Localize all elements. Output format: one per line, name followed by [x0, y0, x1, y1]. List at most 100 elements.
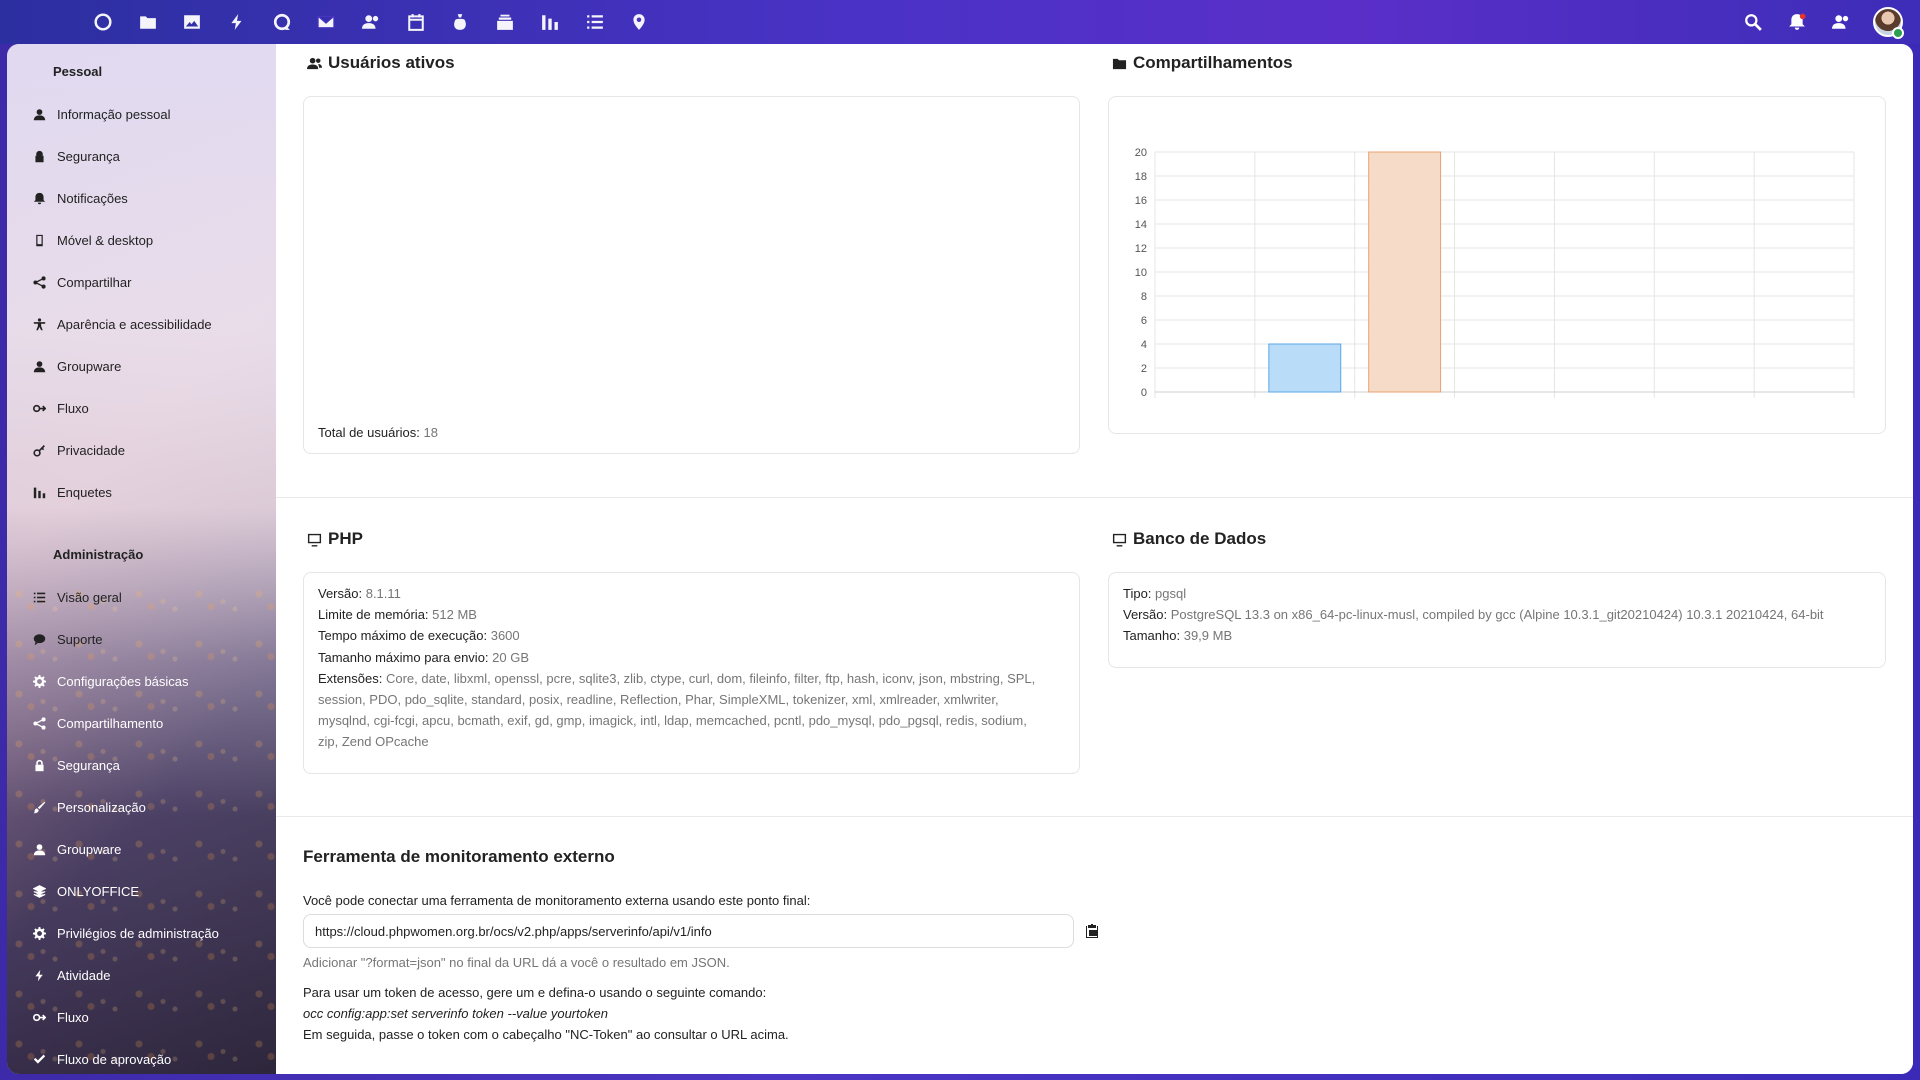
list-icon — [31, 589, 47, 605]
check-icon — [31, 1051, 47, 1067]
lock-icon — [31, 148, 47, 164]
contacts-menu-icon[interactable] — [1830, 11, 1852, 33]
sidebar-item-groupware[interactable]: Groupware — [21, 348, 271, 384]
monitoring-intro: Você pode conectar uma ferramenta de mon… — [303, 893, 811, 908]
sidebar-item-label: Fluxo — [57, 400, 89, 416]
notifications-icon[interactable] — [1786, 11, 1808, 33]
activity-icon[interactable] — [226, 11, 248, 33]
chat-icon — [31, 631, 47, 647]
sidebar-item-appearance[interactable]: Aparência e acessibilidade — [21, 306, 271, 342]
sidebar-item-personal-info[interactable]: Informação pessoal — [21, 96, 271, 132]
clipboard-icon — [1086, 924, 1098, 938]
dashboard-icon[interactable] — [92, 11, 114, 33]
sidebar-item-support[interactable]: Suporte — [21, 621, 271, 657]
sidebar-item-admin-groupware[interactable]: Groupware — [21, 831, 271, 867]
sidebar-item-onlyoffice[interactable]: ONLYOFFICE — [21, 873, 271, 909]
copy-url-button[interactable] — [1084, 923, 1102, 941]
database-card: Tipo: pgsql Versão: PostgreSQL 13.3 on x… — [1108, 572, 1886, 668]
sidebar-item-security[interactable]: Segurança — [21, 138, 271, 174]
sidebar-item-overview[interactable]: Visão geral — [21, 579, 271, 615]
polls-icon[interactable] — [539, 11, 561, 33]
personal-heading: Pessoal — [53, 64, 103, 79]
json-hint: Adicionar "?format=json" no final da URL… — [303, 955, 730, 970]
y-tick-label: 16 — [1135, 195, 1147, 207]
sidebar-item-label: Privilégios de administração — [57, 925, 219, 941]
sidebar-item-privacy[interactable]: Privacidade — [21, 432, 271, 468]
tasks-icon[interactable] — [584, 11, 606, 33]
sidebar-item-admin-privileges[interactable]: Privilégios de administração — [21, 915, 271, 951]
monitoring-endpoint-input[interactable]: https://cloud.phpwomen.org.br/ocs/v2.php… — [303, 914, 1074, 948]
y-tick-label: 18 — [1135, 171, 1147, 183]
sidebar-item-sharing[interactable]: Compartilhamento — [21, 705, 271, 741]
php-card: Versão: 8.1.11 Limite de memória: 512 MB… — [303, 572, 1080, 774]
lock-icon — [31, 757, 47, 773]
php-memory-limit: Limite de memória: 512 MB — [318, 607, 477, 622]
sidebar-item-label: Fluxo — [57, 1009, 89, 1025]
sidebar-item-label: Informação pessoal — [57, 106, 171, 122]
files-icon[interactable] — [137, 11, 159, 33]
deck-icon[interactable] — [494, 11, 516, 33]
sidebar-item-label: Privacidade — [57, 442, 125, 458]
top-bar — [0, 0, 1920, 44]
cospend-icon[interactable] — [449, 11, 471, 33]
groupware-icon — [31, 358, 47, 374]
sidebar-item-flow[interactable]: Fluxo — [21, 390, 271, 426]
maps-icon[interactable] — [628, 11, 650, 33]
bell-icon — [31, 190, 47, 206]
monitor-icon — [1112, 533, 1127, 547]
y-tick-label: 8 — [1141, 291, 1147, 303]
y-tick-label: 0 — [1141, 387, 1147, 399]
sidebar-item-label: Groupware — [57, 841, 122, 857]
mail-icon[interactable] — [315, 11, 337, 33]
sidebar-item-admin-flow[interactable]: Fluxo — [21, 999, 271, 1035]
folder-icon — [1112, 58, 1127, 69]
active-users-title: Usuários ativos — [307, 53, 455, 73]
talk-icon[interactable] — [271, 11, 293, 33]
contacts-icon[interactable] — [360, 11, 382, 33]
bar-1 — [1268, 343, 1342, 393]
php-extensions: Extensões: Core, date, libxml, openssl, … — [318, 671, 1036, 749]
settings-sidebar: Pessoal Informação pessoal Segurança Not… — [7, 44, 276, 1074]
y-tick-label: 10 — [1135, 267, 1147, 279]
token-outro: Em seguida, passe o token com o cabeçalh… — [303, 1027, 789, 1042]
total-users: Total de usuários: 18 — [318, 425, 438, 440]
main-content: Usuários ativos Total de usuários: 18 Co… — [276, 44, 1913, 1074]
sidebar-item-admin-security[interactable]: Segurança — [21, 747, 271, 783]
gear-icon — [31, 925, 47, 941]
active-users-card: Total de usuários: 18 — [303, 96, 1080, 454]
token-intro: Para usar um token de acesso, gere um e … — [303, 985, 767, 1000]
y-tick-label: 4 — [1141, 339, 1147, 351]
avatar[interactable] — [1873, 7, 1903, 37]
status-indicator — [1892, 27, 1904, 39]
sidebar-item-label: Configurações básicas — [57, 673, 189, 689]
sidebar-item-theming[interactable]: Personalização — [21, 789, 271, 825]
sidebar-item-mobile-desktop[interactable]: Móvel & desktop — [21, 222, 271, 258]
monitoring-title: Ferramenta de monitoramento externo — [303, 847, 615, 866]
db-version: Versão: PostgreSQL 13.3 on x86_64-pc-lin… — [1123, 607, 1824, 622]
section-divider — [276, 497, 1913, 498]
db-type: Tipo: pgsql — [1123, 586, 1187, 601]
php-upload-max: Tamanho máximo para envio: 20 GB — [318, 650, 530, 665]
sidebar-item-label: ONLYOFFICE — [57, 883, 140, 899]
sidebar-item-share[interactable]: Compartilhar — [21, 264, 271, 300]
sidebar-item-polls[interactable]: Enquetes — [21, 474, 271, 510]
user-icon — [31, 106, 47, 122]
sidebar-item-approval-flow[interactable]: Fluxo de aprovação — [21, 1041, 271, 1074]
gear-icon — [31, 673, 47, 689]
calendar-icon[interactable] — [405, 11, 427, 33]
search-icon[interactable] — [1742, 11, 1764, 33]
key-icon — [31, 442, 47, 458]
sidebar-item-basic-settings[interactable]: Configurações básicas — [21, 663, 271, 699]
sidebar-item-label: Compartilhamento — [57, 715, 164, 731]
accessibility-icon — [31, 316, 47, 332]
shares-chart-card: 0 2 4 6 8 10 12 14 16 18 20 — [1108, 96, 1886, 434]
sidebar-item-label: Segurança — [57, 757, 120, 773]
layers-icon — [31, 883, 47, 899]
sidebar-item-label: Compartilhar — [57, 274, 132, 290]
sidebar-item-notifications[interactable]: Notificações — [21, 180, 271, 216]
monitor-icon — [307, 533, 322, 547]
sidebar-item-activity[interactable]: Atividade — [21, 957, 271, 993]
sidebar-item-label: Groupware — [57, 358, 122, 374]
sidebar-item-label: Enquetes — [57, 484, 112, 500]
photos-icon[interactable] — [181, 11, 203, 33]
